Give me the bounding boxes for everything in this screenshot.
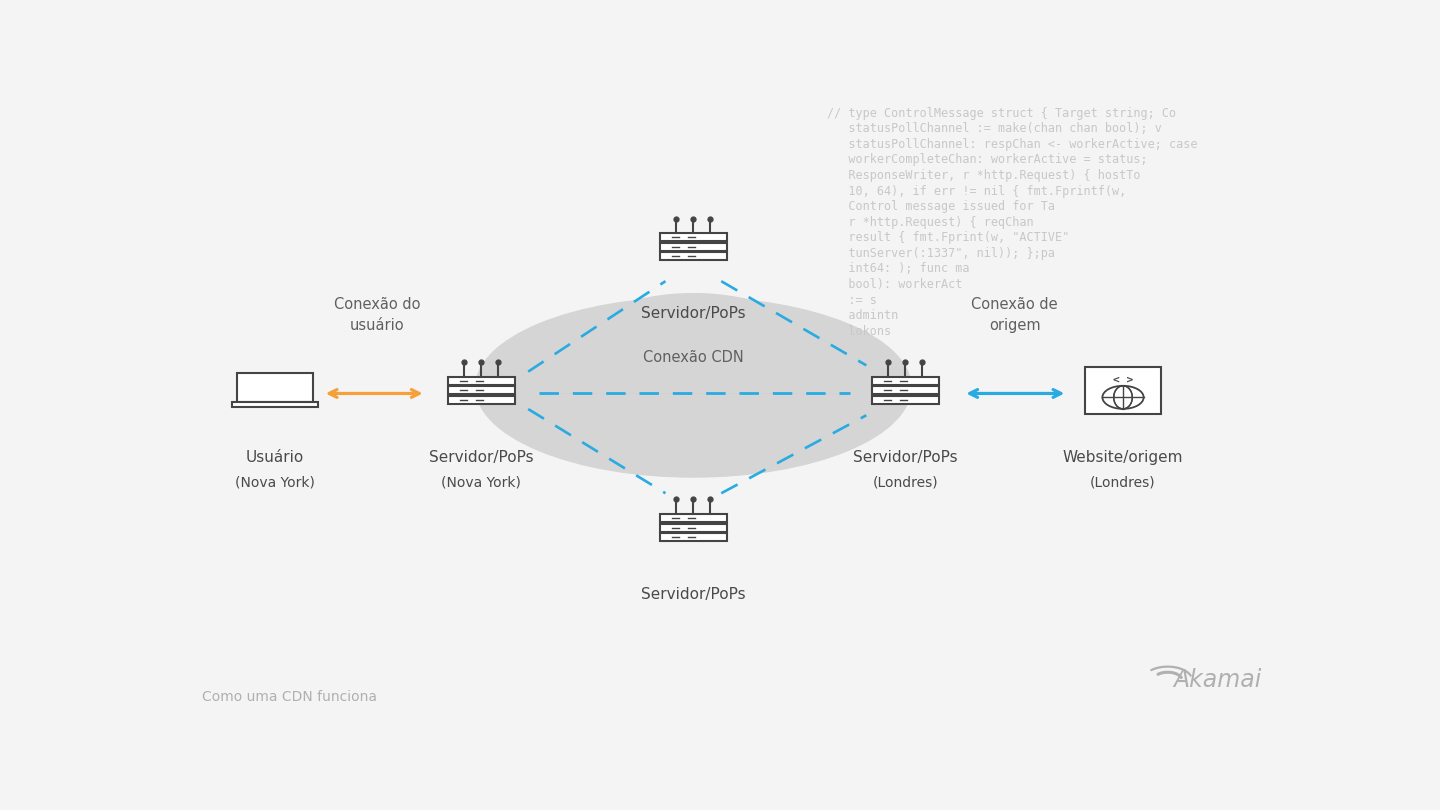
Text: Control message issued for Ta: Control message issued for Ta [827, 200, 1056, 213]
FancyBboxPatch shape [660, 253, 727, 260]
FancyBboxPatch shape [873, 396, 939, 404]
Text: Servidor/PoPs: Servidor/PoPs [852, 450, 958, 465]
Ellipse shape [497, 356, 694, 443]
Text: (Nova York): (Nova York) [235, 475, 315, 490]
Text: Servidor/PoPs: Servidor/PoPs [429, 450, 534, 465]
FancyBboxPatch shape [1084, 367, 1161, 414]
Text: Servidor/PoPs: Servidor/PoPs [641, 586, 746, 602]
Text: Conexão de
origem: Conexão de origem [972, 297, 1058, 334]
Text: ResponseWriter, r *http.Request) { hostTo: ResponseWriter, r *http.Request) { hostT… [827, 169, 1140, 182]
FancyBboxPatch shape [448, 377, 516, 385]
FancyBboxPatch shape [448, 396, 516, 404]
Text: workerCompleteChan: workerActive = status;: workerCompleteChan: workerActive = statu… [827, 153, 1148, 166]
FancyBboxPatch shape [660, 514, 727, 522]
Text: lokons: lokons [827, 325, 891, 338]
Ellipse shape [671, 313, 867, 407]
FancyBboxPatch shape [448, 386, 516, 394]
Text: bool): workerAct: bool): workerAct [827, 278, 963, 291]
Text: // type ControlMessage struct { Target string; Co: // type ControlMessage struct { Target s… [827, 107, 1176, 120]
Ellipse shape [475, 297, 912, 477]
Text: (Londres): (Londres) [1090, 475, 1156, 490]
Text: Conexão CDN: Conexão CDN [644, 351, 743, 365]
FancyBboxPatch shape [660, 523, 727, 531]
Text: Servidor/PoPs: Servidor/PoPs [641, 306, 746, 321]
FancyBboxPatch shape [660, 243, 727, 251]
Text: Usuário: Usuário [246, 450, 304, 465]
Text: Conexão do
usuário: Conexão do usuário [334, 297, 420, 334]
Text: statusPollChannel: respChan <- workerActive; case: statusPollChannel: respChan <- workerAct… [827, 138, 1198, 151]
Ellipse shape [520, 313, 716, 407]
Ellipse shape [747, 346, 900, 416]
Ellipse shape [694, 356, 890, 443]
FancyBboxPatch shape [873, 377, 939, 385]
Text: < >: < > [1113, 375, 1133, 385]
Ellipse shape [487, 346, 639, 416]
FancyBboxPatch shape [232, 403, 318, 407]
Text: result { fmt.Fprint(w, "ACTIVE": result { fmt.Fprint(w, "ACTIVE" [827, 232, 1070, 245]
Ellipse shape [508, 350, 878, 462]
Circle shape [1103, 386, 1143, 409]
Text: tunServer(:1337", nil)); };pa: tunServer(:1337", nil)); };pa [827, 247, 1056, 260]
Text: (Londres): (Londres) [873, 475, 939, 490]
FancyBboxPatch shape [660, 533, 727, 541]
Text: admintn: admintn [827, 309, 899, 322]
Text: Website/origem: Website/origem [1063, 450, 1184, 465]
FancyBboxPatch shape [873, 386, 939, 394]
Text: Como uma CDN funciona: Como uma CDN funciona [202, 690, 377, 704]
FancyBboxPatch shape [660, 233, 727, 241]
Text: := s: := s [827, 294, 877, 307]
Text: int64: ); func ma: int64: ); func ma [827, 262, 969, 275]
Ellipse shape [573, 294, 814, 406]
Text: 10, 64), if err != nil { fmt.Fprintf(w,: 10, 64), if err != nil { fmt.Fprintf(w, [827, 185, 1126, 198]
Text: statusPollChannel := make(chan chan bool); v: statusPollChannel := make(chan chan bool… [827, 122, 1162, 135]
Text: r *http.Request) { reqChan: r *http.Request) { reqChan [827, 215, 1034, 228]
FancyBboxPatch shape [236, 373, 312, 403]
Text: Akamai: Akamai [1174, 668, 1261, 693]
Text: (Nova York): (Nova York) [442, 475, 521, 490]
